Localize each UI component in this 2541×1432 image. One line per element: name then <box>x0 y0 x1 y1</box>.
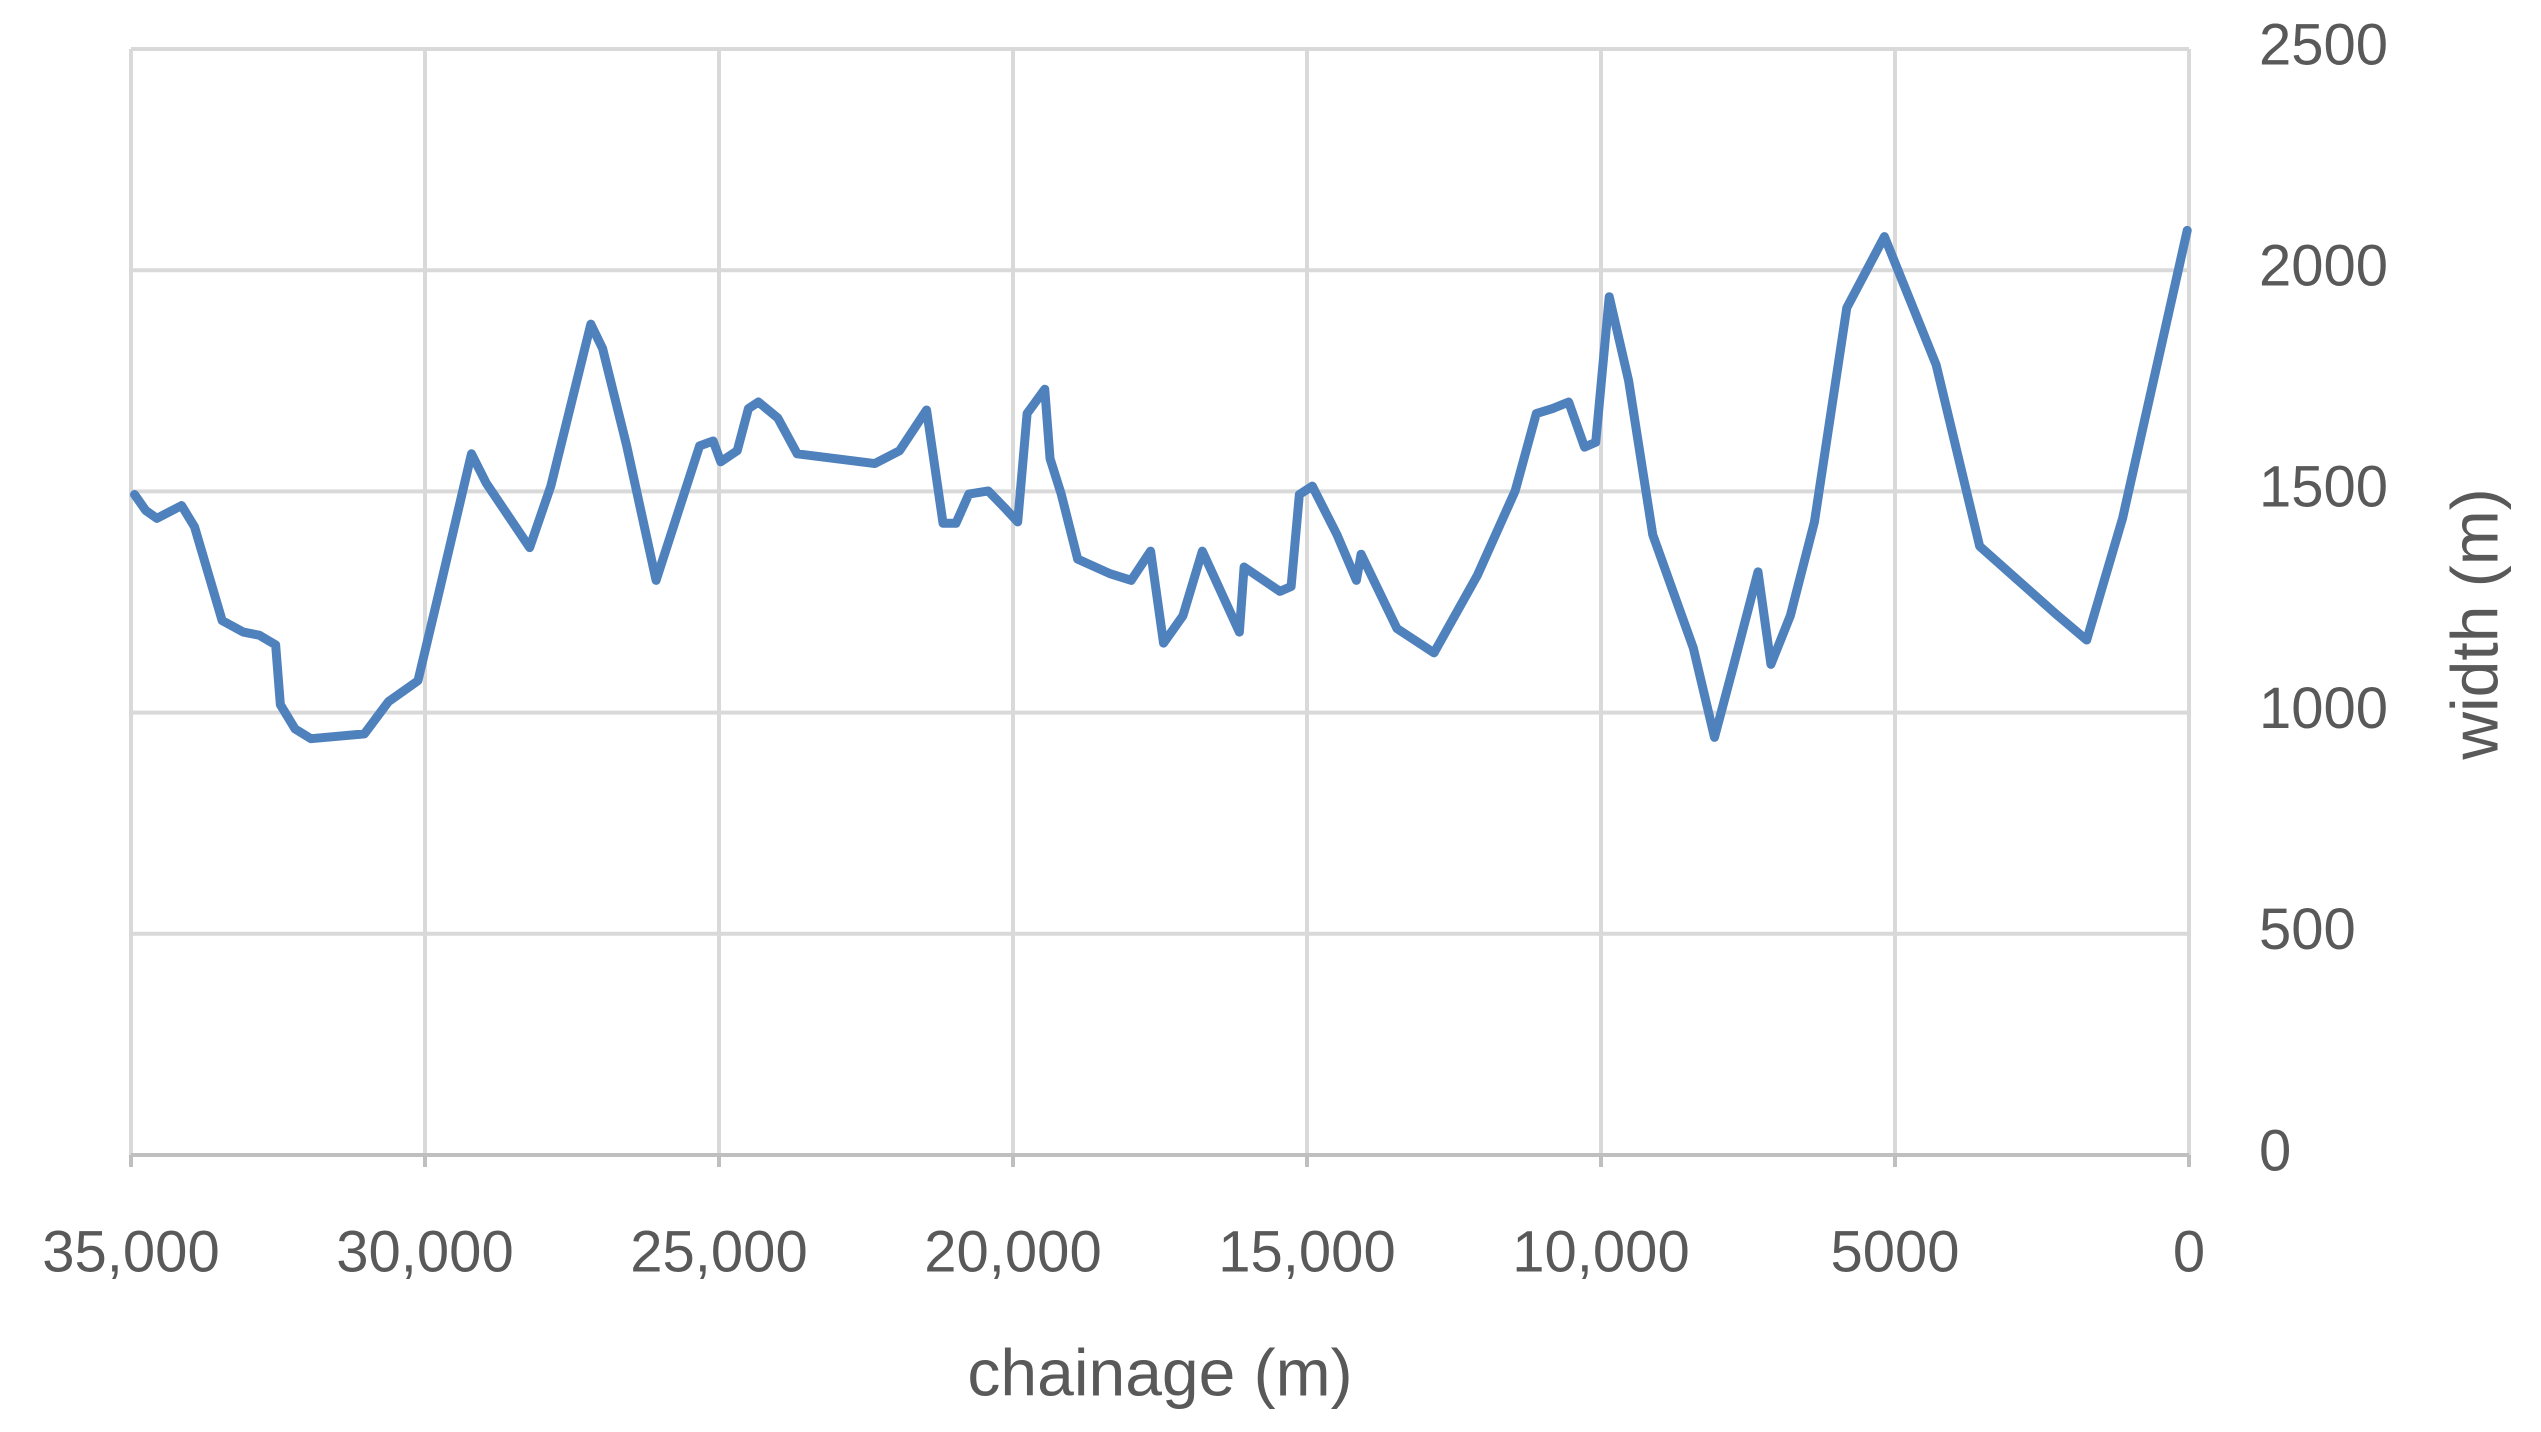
x-tick-label: 35,000 <box>42 1219 219 1284</box>
data-line <box>130 225 2192 744</box>
x-axis-title: chainage (m) <box>967 1335 1352 1409</box>
y-tick-label: 1500 <box>2259 455 2388 520</box>
x-tick-label: 20,000 <box>924 1219 1101 1284</box>
x-tick-label: 30,000 <box>336 1219 513 1284</box>
y-axis-title: width (m) <box>2437 488 2511 760</box>
x-tick-label: 0 <box>2173 1219 2205 1284</box>
x-tick-label: 25,000 <box>630 1219 807 1284</box>
y-tick-label: 2500 <box>2259 12 2388 77</box>
x-tick-label: 15,000 <box>1218 1219 1395 1284</box>
y-tick-label: 1000 <box>2259 676 2388 741</box>
y-tick-label: 0 <box>2259 1118 2291 1183</box>
x-tick-label: 10,000 <box>1512 1219 1689 1284</box>
x-tick-label: 5000 <box>1830 1219 1959 1284</box>
y-tick-label: 2000 <box>2259 234 2388 299</box>
y-tick-label: 500 <box>2259 897 2356 962</box>
